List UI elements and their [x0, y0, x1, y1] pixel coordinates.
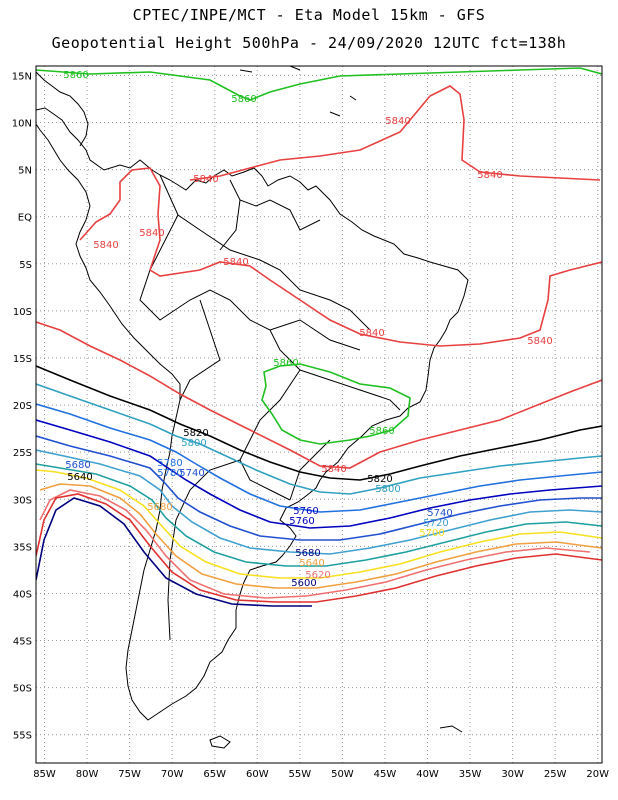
- lat-lon-grid: [36, 66, 602, 763]
- lon-tick-label: 30W: [501, 769, 524, 780]
- lon-tick-label: 55W: [289, 769, 312, 780]
- contour-label: 5860: [273, 358, 298, 369]
- lon-tick-label: 40W: [416, 769, 439, 780]
- contour-label: 5800: [181, 438, 206, 449]
- contour-5860-brazil: [261, 363, 411, 445]
- lat-tick-label: 40S: [13, 589, 32, 600]
- lon-tick-label: 80W: [76, 769, 99, 780]
- contour-label: 5680: [295, 548, 320, 559]
- contour-5600: [36, 493, 602, 603]
- contour-5840-north: [189, 85, 601, 181]
- lat-tick-label: 30S: [13, 495, 32, 506]
- map-frame: [35, 65, 603, 764]
- lat-tick-label: 50S: [13, 684, 32, 695]
- contour-5560: [36, 497, 312, 607]
- lat-tick-label: 5N: [18, 166, 32, 177]
- contour-5840-andes: [79, 167, 602, 347]
- south-georgia: [439, 725, 463, 733]
- contour-labels: 5860 5860 5840 5840 5840 5840 5840 5840 5840 5840…: [63, 70, 552, 589]
- contour-5820: [36, 365, 602, 481]
- contour-label: 5740: [179, 468, 204, 479]
- lat-tick-label: 20S: [13, 401, 32, 412]
- lat-tick-label: 15S: [13, 354, 32, 365]
- south-america-coast: [36, 107, 469, 721]
- lat-tick-label: 45S: [13, 637, 32, 648]
- country-borders: [139, 174, 401, 641]
- contour-5860-north: [36, 67, 602, 101]
- contour-label: 5780: [157, 468, 182, 479]
- lat-tick-label: 5S: [19, 260, 32, 271]
- contour-label: 5840: [139, 228, 164, 239]
- lon-tick-label: 85W: [33, 769, 56, 780]
- contour-5680: [36, 469, 602, 579]
- map-title-line1: CPTEC/INPE/MCT - Eta Model 15km - GFS: [132, 6, 486, 24]
- contour-label: 5760: [289, 516, 314, 527]
- lat-tick-label: EQ: [18, 213, 32, 224]
- contour-label: 5840: [321, 464, 346, 475]
- lon-tick-label: 50W: [331, 769, 354, 780]
- lat-tick-label: 25S: [13, 448, 32, 459]
- contour-label: 5840: [477, 170, 502, 181]
- contour-label: 5600: [291, 578, 316, 589]
- contour-5740: [36, 435, 602, 541]
- contour-label: 5840: [93, 240, 118, 251]
- lon-tick-label: 25W: [544, 769, 567, 780]
- contour-5800: [36, 383, 602, 495]
- contour-label: 5700: [419, 528, 444, 539]
- caribbean-islands: [239, 66, 357, 117]
- contour-label: 5800: [375, 484, 400, 495]
- contour-5700: [36, 463, 602, 567]
- contour-label: 5720: [423, 518, 448, 529]
- contour-label: 5840: [385, 116, 410, 127]
- contour-label: 5840: [223, 257, 248, 268]
- contour-5760: [36, 419, 602, 529]
- contour-label: 5820: [367, 474, 392, 485]
- lon-tick-label: 75W: [118, 769, 141, 780]
- contour-label: 5840: [527, 336, 552, 347]
- contour-label: 5860: [369, 426, 394, 437]
- lon-tick-label: 20W: [586, 769, 609, 780]
- contour-label: 5640: [299, 558, 324, 569]
- contour-label: 5680: [147, 502, 172, 513]
- lat-tick-label: 35S: [13, 542, 32, 553]
- coastlines: [36, 66, 469, 749]
- contour-5780: [36, 403, 602, 513]
- lat-tick-label: 55S: [13, 731, 32, 742]
- central-america: [36, 71, 89, 147]
- lat-tick-label: 15N: [12, 71, 32, 82]
- contour-label: 5760: [293, 506, 318, 517]
- contour-label: 5740: [427, 508, 452, 519]
- contour-5720: [36, 449, 602, 555]
- contour-label: 5840: [193, 174, 218, 185]
- contour-label: 5860: [63, 70, 88, 81]
- contour-5840-south: [36, 321, 602, 469]
- contour-label: 5640: [67, 472, 92, 483]
- contour-label: 5620: [305, 570, 330, 581]
- contour-label: 5820: [183, 428, 208, 439]
- height-contours: [36, 67, 602, 607]
- lon-tick-label: 45W: [374, 769, 397, 780]
- contour-label: 5860: [231, 94, 256, 105]
- falklands: [209, 735, 231, 749]
- contour-5640: [39, 483, 602, 589]
- lat-tick-label: 10S: [13, 307, 32, 318]
- contour-label: 5680: [65, 460, 90, 471]
- lon-tick-label: 35W: [459, 769, 482, 780]
- lat-tick-label: 10N: [12, 119, 32, 130]
- map-title-line2: Geopotential Height 500hPa - 24/09/2020 …: [51, 34, 567, 52]
- lon-tick-label: 60W: [246, 769, 269, 780]
- contour-label: 5840: [359, 328, 384, 339]
- lon-tick-label: 70W: [161, 769, 184, 780]
- lon-tick-label: 65W: [203, 769, 226, 780]
- contour-5620: [39, 489, 591, 599]
- contour-label: 5780: [157, 458, 182, 469]
